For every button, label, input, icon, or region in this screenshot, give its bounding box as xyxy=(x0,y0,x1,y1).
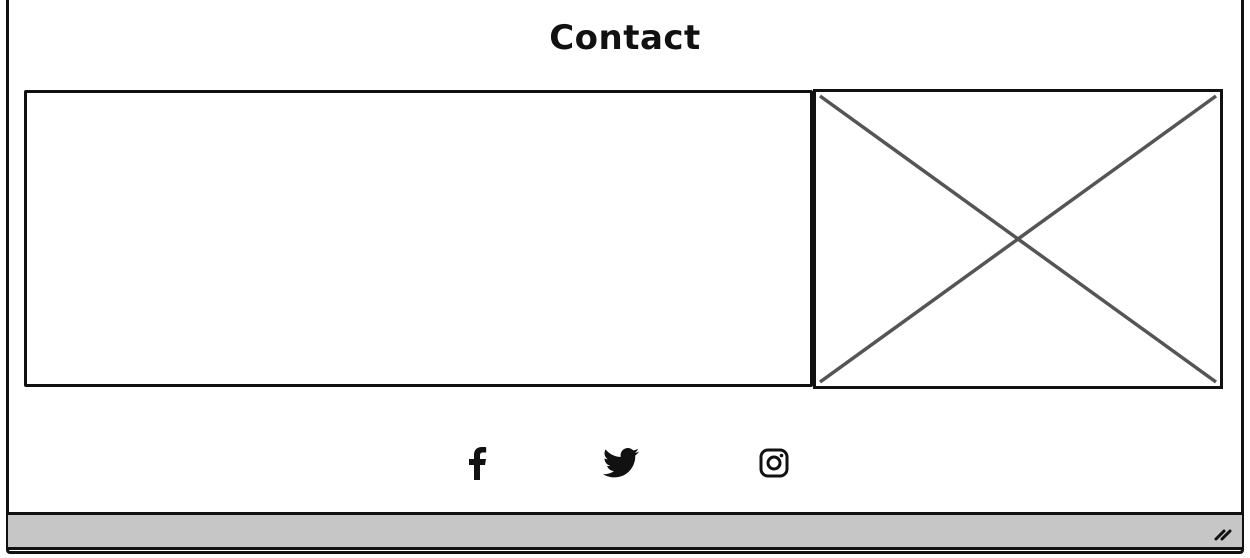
facebook-link[interactable] xyxy=(457,445,497,481)
contact-content-area xyxy=(24,90,813,387)
page-title: Contact xyxy=(549,18,701,58)
facebook-icon xyxy=(469,447,487,480)
twitter-icon xyxy=(603,448,639,478)
instagram-icon xyxy=(759,448,789,478)
status-bar xyxy=(8,512,1242,550)
resize-grip-icon[interactable] xyxy=(1212,521,1234,543)
twitter-link[interactable] xyxy=(601,445,641,481)
instagram-link[interactable] xyxy=(754,445,794,481)
image-placeholder-cross-icon xyxy=(818,94,1218,384)
image-placeholder xyxy=(813,89,1223,389)
